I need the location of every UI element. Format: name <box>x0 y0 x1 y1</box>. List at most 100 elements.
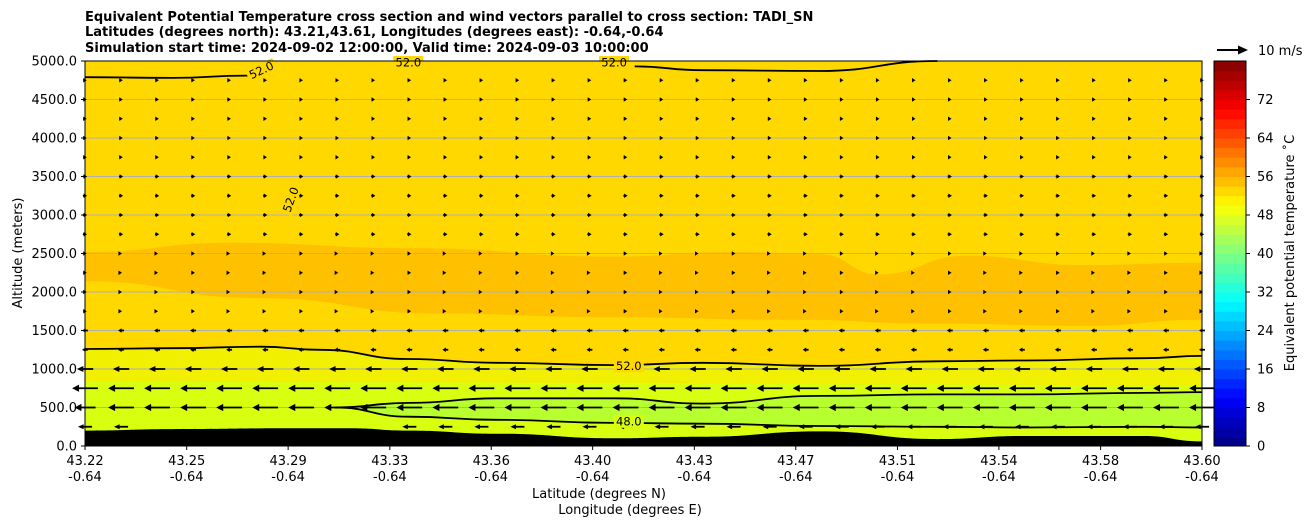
wind-vector-87 <box>1153 384 1179 392</box>
x-tick-lat-9: 43.54 <box>980 454 1017 469</box>
wind-head <box>335 135 339 141</box>
wind-vector-188 <box>191 309 195 314</box>
wind-vector-17 <box>942 424 957 430</box>
wind-vector-445 <box>227 155 231 160</box>
wind-head <box>654 424 661 430</box>
wind-vector-509 <box>227 116 231 121</box>
wind-vector-230 <box>550 289 555 295</box>
wind-vector-411 <box>154 174 160 179</box>
wind-vector-59 <box>144 384 170 392</box>
wind-head <box>371 116 376 121</box>
wind-head <box>1086 424 1093 430</box>
wind-head <box>407 232 412 237</box>
wind-vector-414 <box>263 174 268 179</box>
wind-vector-421 <box>515 174 520 179</box>
wind-head <box>1020 116 1024 121</box>
wind-vector-42 <box>684 403 711 412</box>
wind-vector-479 <box>299 135 303 141</box>
fill-44-46 <box>334 392 1202 428</box>
wind-vector-85 <box>1080 384 1107 392</box>
wind-head <box>1121 366 1129 372</box>
wind-head <box>324 384 332 392</box>
wind-head <box>334 251 339 256</box>
wind-vector-581 <box>515 78 520 83</box>
wind-head <box>478 251 483 256</box>
wind-vector-363 <box>731 212 736 218</box>
wind-vector-496 <box>911 135 916 141</box>
wind-head <box>262 289 267 295</box>
wind-head <box>479 193 484 198</box>
wind-head <box>299 270 303 275</box>
wind-vector-466 <box>984 155 988 160</box>
wind-vector-491 <box>731 135 736 141</box>
wind-vector-571 <box>155 78 159 83</box>
colorbar-seg-29 <box>1214 157 1246 168</box>
wind-vector-333 <box>803 232 808 237</box>
wind-head <box>118 328 122 333</box>
wind-head <box>1056 193 1060 198</box>
wind-head <box>473 366 480 372</box>
wind-vector-550 <box>551 97 556 102</box>
wind-vector-386 <box>407 193 412 198</box>
wind-vector-379 <box>154 193 160 198</box>
wind-head <box>371 232 376 237</box>
wind-head <box>407 289 412 295</box>
wind-head <box>828 384 836 392</box>
wind-vector-382 <box>263 193 268 198</box>
wind-vector-475 <box>155 135 159 141</box>
wind-head <box>983 289 987 295</box>
wind-vector-168 <box>622 328 629 333</box>
wind-head <box>911 270 915 275</box>
wind-head <box>1092 135 1096 141</box>
wind-vector-297 <box>658 251 663 256</box>
wind-head <box>371 135 376 141</box>
wind-vector-464 <box>911 155 916 160</box>
wind-head <box>1018 328 1023 333</box>
wind-vector-197 <box>515 309 520 314</box>
wind-vector-105 <box>653 366 670 372</box>
wind-head <box>407 193 412 198</box>
wind-vector-481 <box>371 135 376 141</box>
wind-vector-539 <box>155 97 159 102</box>
wind-vector-162 <box>406 328 413 333</box>
wind-vector-497 <box>948 135 952 141</box>
wind-vector-547 <box>443 97 448 102</box>
wind-head <box>1199 289 1203 295</box>
wind-vector-224 <box>334 289 339 295</box>
wind-head <box>1056 289 1060 295</box>
wind-vector-559 <box>875 97 880 102</box>
wind-vector-3 <box>438 424 453 430</box>
wind-head <box>767 116 772 121</box>
wind-vector-406 <box>1127 193 1133 198</box>
wind-head <box>695 116 700 121</box>
wind-head <box>762 424 769 430</box>
wind-head <box>263 116 267 121</box>
contour-label-2: 52.0 <box>599 56 630 70</box>
wind-head <box>1092 212 1097 218</box>
wind-head <box>191 135 195 141</box>
wind-vector-390 <box>551 193 556 198</box>
wind-vector-177 <box>946 328 953 333</box>
wind-head <box>804 193 808 198</box>
wind-head <box>443 97 448 102</box>
wind-head <box>1199 251 1203 256</box>
wind-head <box>443 212 448 218</box>
wind-head <box>803 289 807 295</box>
wind-vector-64 <box>324 384 351 392</box>
wind-vector-580 <box>479 78 484 83</box>
wind-head <box>1164 174 1169 179</box>
wind-head <box>1164 251 1168 256</box>
wind-head <box>875 270 879 275</box>
wind-head <box>1092 232 1097 237</box>
colorbar-seg-22 <box>1214 224 1246 235</box>
wind-vector-516 <box>479 116 484 121</box>
wind-head <box>720 384 728 392</box>
wind-head <box>695 78 700 83</box>
wind-vector-437 <box>1091 174 1097 179</box>
wind-head <box>407 78 412 83</box>
wind-vector-186 <box>118 309 122 314</box>
wind-vector-457 <box>659 155 664 160</box>
wind-head <box>875 251 879 256</box>
wind-vector-12 <box>762 424 777 430</box>
wind-vector-215 <box>1164 309 1168 314</box>
